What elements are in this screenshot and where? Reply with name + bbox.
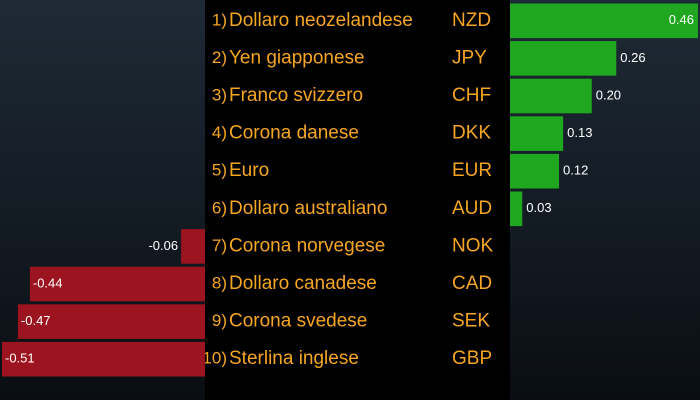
currency-code: NOK <box>452 235 494 256</box>
value-label: 0.26 <box>620 50 645 65</box>
value-label: -0.06 <box>148 238 178 253</box>
left-panel <box>0 0 205 400</box>
bar <box>29 266 205 302</box>
bar <box>510 41 617 76</box>
rank: 9) <box>212 311 227 330</box>
currency-code: CAD <box>452 273 492 294</box>
currency-name: Corona svedese <box>229 311 367 332</box>
bar <box>181 229 205 264</box>
bar <box>510 3 698 39</box>
currency-name: Euro <box>229 160 269 181</box>
center-panel <box>205 0 510 400</box>
bar <box>510 153 560 189</box>
rank: 2) <box>212 48 227 67</box>
currency-code: DKK <box>452 123 491 144</box>
rank: 4) <box>212 123 227 142</box>
currency-code: AUD <box>452 198 492 219</box>
currency-code: SEK <box>452 311 490 332</box>
bar <box>1 341 205 377</box>
rank: 3) <box>212 85 227 104</box>
rank: 7) <box>212 236 227 255</box>
value-label: -0.51 <box>5 351 35 366</box>
currency-name: Franco svizzero <box>229 85 363 106</box>
value-label: 0.20 <box>596 87 621 102</box>
rank: 6) <box>212 198 227 217</box>
value-label: 0.13 <box>567 125 592 140</box>
currency-name: Dollaro canadese <box>229 273 377 294</box>
currency-name: Yen giapponese <box>229 47 365 68</box>
currency-name: Dollaro australiano <box>229 198 387 219</box>
currency-code: CHF <box>452 85 491 106</box>
value-label: -0.47 <box>21 313 51 328</box>
currency-name: Dollaro neozelandese <box>229 10 413 31</box>
rank: 5) <box>212 161 227 180</box>
bar <box>510 78 592 114</box>
rank: 1) <box>212 10 227 29</box>
currency-name: Sterlina inglese <box>229 348 359 369</box>
value-label: 0.12 <box>563 163 588 178</box>
currency-name: Corona norvegese <box>229 235 385 256</box>
bar <box>17 304 205 339</box>
currency-code: NZD <box>452 10 491 31</box>
value-label: -0.44 <box>33 275 63 290</box>
rank: 8) <box>212 273 227 292</box>
currency-code: EUR <box>452 160 492 181</box>
currency-code: JPY <box>452 47 487 68</box>
value-label: 0.03 <box>526 200 551 215</box>
bar <box>510 116 564 151</box>
currency-code: GBP <box>452 348 492 369</box>
currency-name: Corona danese <box>229 123 359 144</box>
bar <box>510 191 523 227</box>
rank: 10) <box>202 349 227 368</box>
value-label: 0.46 <box>669 12 694 27</box>
